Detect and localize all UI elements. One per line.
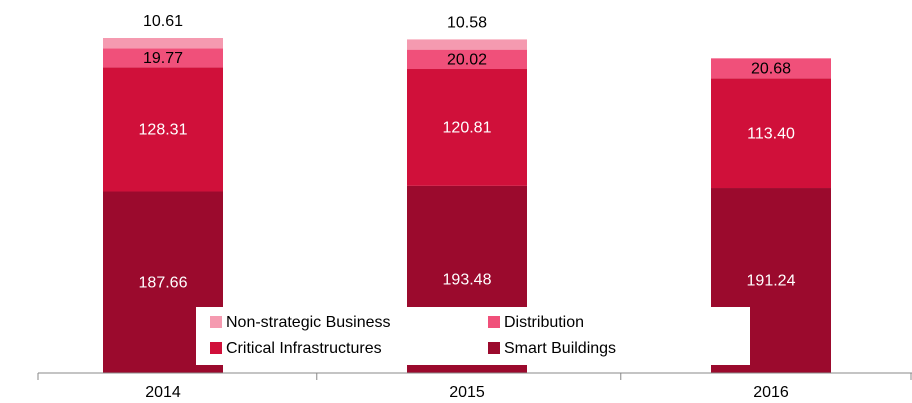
legend-swatch [210,342,222,354]
data-label: 128.31 [139,122,188,139]
data-label: 187.66 [139,274,188,291]
x-tick-label: 2016 [753,384,789,401]
legend-box [196,307,750,365]
bar-segment [711,58,831,79]
legend-label: Non-strategic Business [226,314,391,331]
x-tick-label: 2015 [449,384,485,401]
data-label: 20.02 [447,52,487,69]
data-label: 193.48 [443,272,492,289]
x-tick-label: 2014 [145,384,181,401]
bar-segment [711,78,831,189]
data-label: 20.68 [751,61,791,78]
legend-label: Critical Infrastructures [226,340,382,357]
legend-swatch [488,316,500,328]
data-label: 10.61 [143,13,183,30]
bar-segment [407,49,527,70]
data-label: 120.81 [443,120,492,137]
bar-segment [407,39,527,50]
legend-swatch [210,316,222,328]
legend-label: Distribution [504,314,584,331]
legend-swatch [488,342,500,354]
bar-segment [407,69,527,186]
bar-segment [103,38,223,49]
data-label: 10.58 [447,15,487,32]
data-label: 191.24 [747,273,796,290]
data-label: 19.77 [143,50,183,67]
bar-segment [103,48,223,68]
data-label: 113.40 [747,125,795,142]
bar-segment [103,67,223,192]
legend-label: Smart Buildings [504,340,616,357]
